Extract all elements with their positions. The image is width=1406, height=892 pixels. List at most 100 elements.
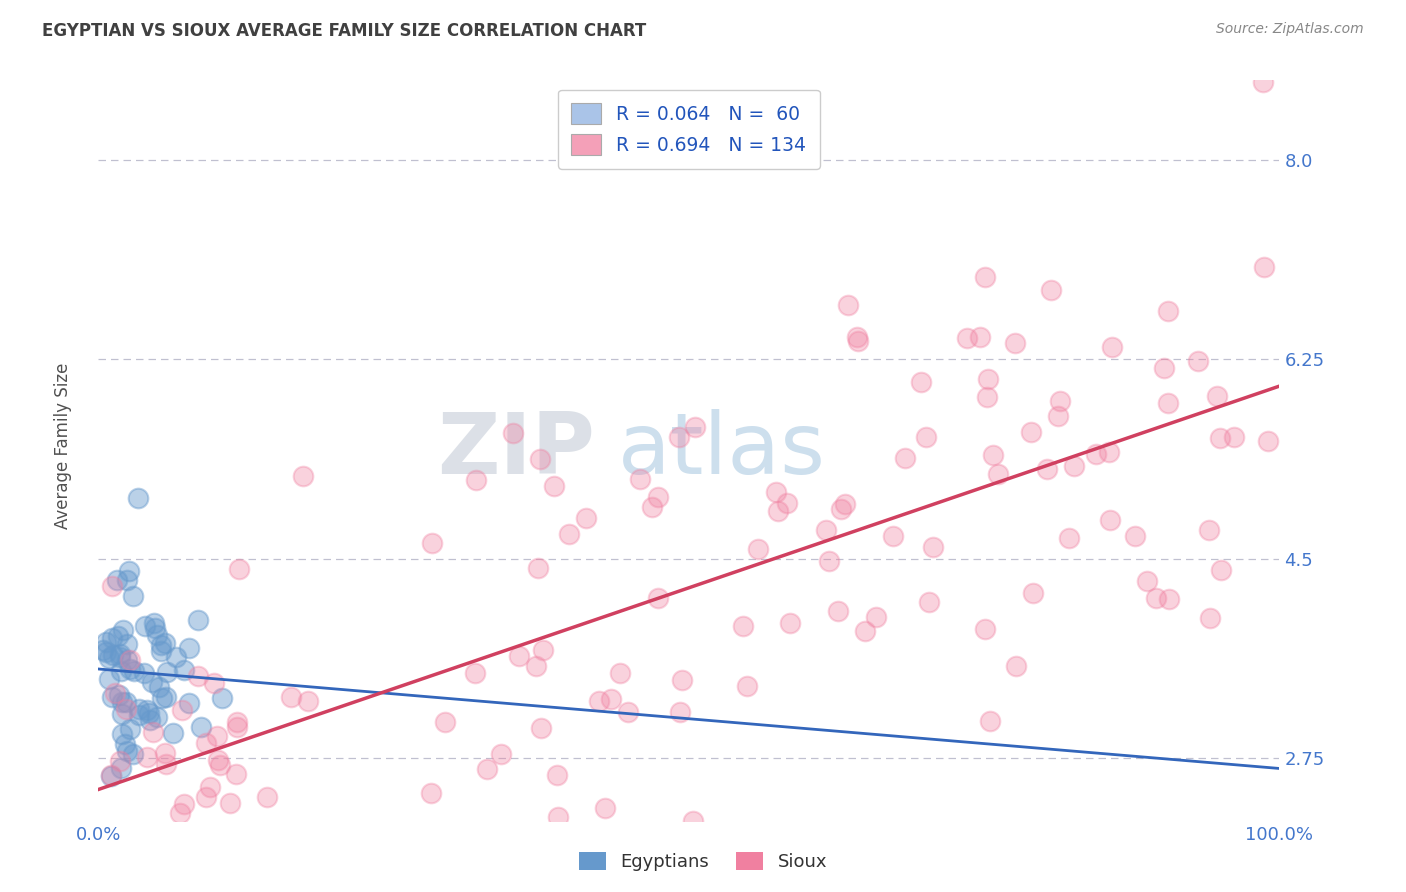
Point	[668, 430, 690, 444]
Legend: Egyptians, Sioux: Egyptians, Sioux	[572, 845, 834, 879]
Point	[465, 473, 488, 487]
Point	[94, 635, 117, 649]
Point	[747, 541, 769, 556]
Point	[170, 703, 193, 717]
Point	[120, 662, 142, 676]
Point	[1222, 430, 1244, 444]
Point	[96, 645, 118, 659]
Point	[150, 644, 173, 658]
Point	[195, 736, 218, 750]
Point	[101, 690, 124, 704]
Point	[173, 663, 195, 677]
Point	[172, 855, 194, 870]
Point	[974, 270, 997, 285]
Point	[779, 616, 801, 631]
Point	[1040, 283, 1063, 297]
Point	[543, 479, 565, 493]
Point	[765, 485, 787, 500]
Point	[115, 573, 138, 587]
Point	[987, 467, 1010, 481]
Point	[209, 757, 232, 772]
Point	[776, 496, 799, 510]
Point	[117, 743, 139, 757]
Point	[256, 789, 278, 804]
Point	[834, 497, 856, 511]
Point	[149, 638, 172, 652]
Point	[918, 595, 941, 609]
Point	[155, 756, 177, 771]
Point	[228, 562, 250, 576]
Point	[165, 649, 187, 664]
Point	[846, 329, 869, 343]
Point	[100, 632, 122, 646]
Point	[547, 810, 569, 824]
Point	[489, 747, 512, 761]
Point	[177, 696, 200, 710]
Point	[153, 746, 176, 760]
Point	[1022, 586, 1045, 600]
Point	[814, 523, 837, 537]
Point	[280, 690, 302, 705]
Point	[617, 706, 640, 720]
Point	[1251, 75, 1274, 89]
Point	[1098, 445, 1121, 459]
Point	[139, 714, 162, 728]
Point	[225, 720, 247, 734]
Point	[198, 780, 221, 795]
Point	[138, 706, 160, 720]
Text: EGYPTIAN VS SIOUX AVERAGE FAMILY SIZE CORRELATION CHART: EGYPTIAN VS SIOUX AVERAGE FAMILY SIZE CO…	[42, 22, 647, 40]
Point	[117, 653, 139, 667]
Point	[141, 837, 163, 851]
Point	[120, 723, 142, 737]
Point	[107, 573, 129, 587]
Point	[118, 653, 141, 667]
Point	[1199, 611, 1222, 625]
Point	[609, 665, 631, 680]
Point	[122, 589, 145, 603]
Point	[1211, 563, 1233, 577]
Point	[1019, 425, 1042, 440]
Point	[134, 666, 156, 681]
Point	[508, 648, 530, 663]
Text: atlas: atlas	[619, 409, 827, 492]
Point	[977, 371, 1000, 385]
Point	[318, 868, 340, 882]
Point	[136, 703, 159, 717]
Point	[464, 665, 486, 680]
Point	[118, 564, 141, 578]
Point	[112, 624, 135, 638]
Point	[1157, 396, 1180, 410]
Point	[894, 450, 917, 465]
Point	[297, 694, 319, 708]
Point	[529, 451, 551, 466]
Point	[682, 814, 704, 828]
Point	[1057, 531, 1080, 545]
Point	[169, 805, 191, 820]
Point	[865, 609, 887, 624]
Point	[107, 629, 129, 643]
Point	[110, 665, 132, 679]
Point	[969, 330, 991, 344]
Point	[599, 692, 621, 706]
Point	[882, 529, 904, 543]
Point	[122, 665, 145, 679]
Point	[134, 619, 156, 633]
Point	[142, 724, 165, 739]
Point	[226, 889, 249, 892]
Point	[683, 420, 706, 434]
Point	[127, 491, 149, 505]
Point	[737, 679, 759, 693]
Point	[156, 665, 179, 680]
Point	[531, 643, 554, 657]
Point	[91, 643, 114, 657]
Point	[1187, 354, 1209, 368]
Point	[173, 797, 195, 811]
Point	[464, 874, 486, 888]
Point	[115, 701, 138, 715]
Point	[162, 726, 184, 740]
Point	[983, 448, 1005, 462]
Point	[846, 334, 869, 348]
Point	[177, 640, 200, 655]
Point	[669, 705, 692, 719]
Point	[1063, 458, 1085, 473]
